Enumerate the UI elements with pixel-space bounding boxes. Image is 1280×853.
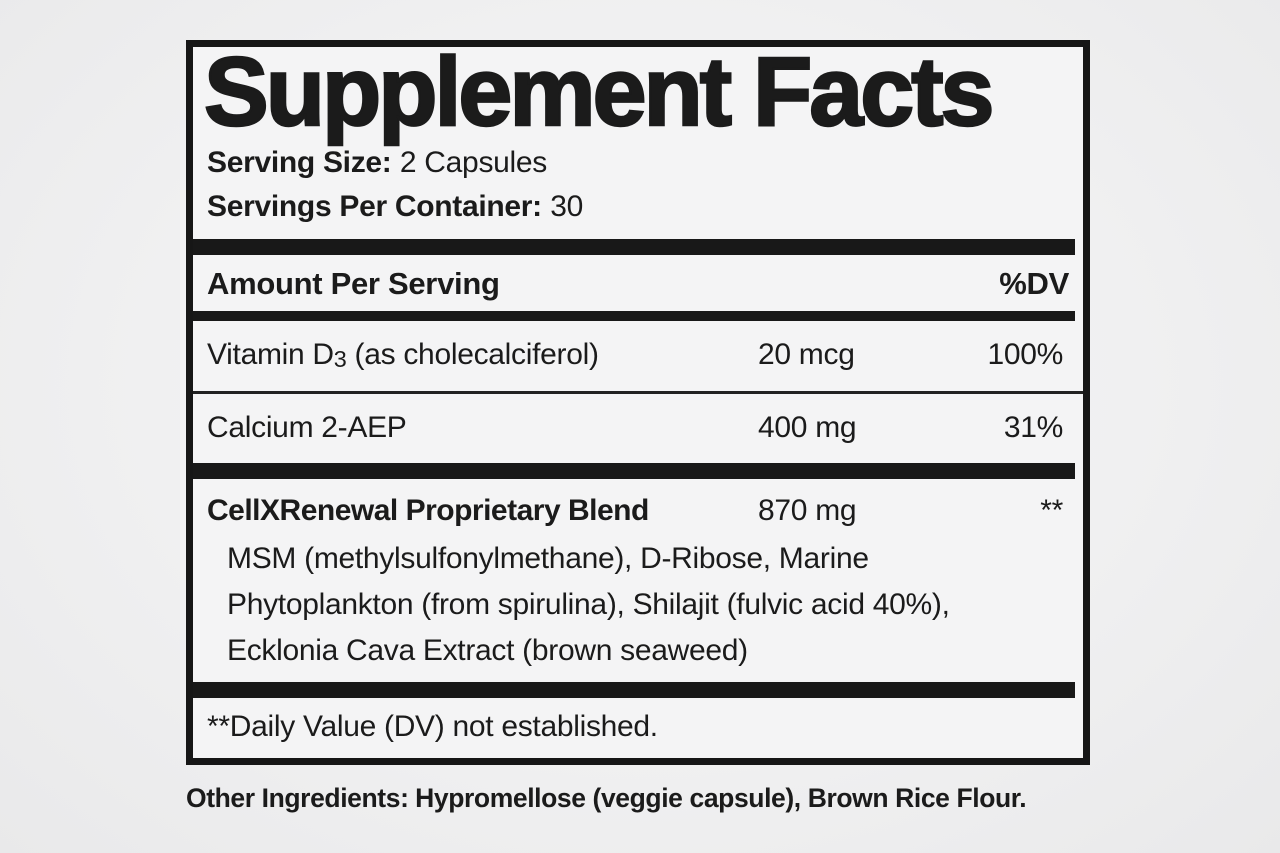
blend-name: CellXRenewal Proprietary Blend [207,494,649,527]
other-ingredients-value: Hypromellose (veggie capsule), Brown Ric… [415,783,1027,813]
blend-amount: 870 mg [758,494,857,527]
nutrient-row-vitamin-d3: Vitamin D3 (as cholecalciferol) 20 mcg 1… [207,321,1069,391]
divider-medium-header [193,311,1075,321]
serving-size-label: Serving Size: [207,146,392,179]
divider-thick-blend [193,463,1075,479]
blend-ingredients: MSM (methylsulfonylmethane), D-Ribose, M… [207,530,1069,682]
column-header-row: Amount Per Serving %DV [207,255,1069,311]
blend-ingredients-line-3: Ecklonia Cava Extract (brown seaweed) [227,634,748,667]
nutrient-name: Vitamin D3 (as cholecalciferol) [207,338,599,372]
blend-dv: ** [1040,494,1063,527]
blend-ingredients-line-2: Phytoplankton (from spirulina), Shilajit… [227,588,950,621]
blend-row: CellXRenewal Proprietary Blend 870 mg ** [207,479,1069,530]
serving-size-line: Serving Size: 2 Capsules [207,141,1069,184]
divider-thick-footnote [193,682,1075,698]
servings-per-container-line: Servings Per Container: 30 [207,184,1069,229]
other-ingredients-line: Other Ingredients: Hypromellose (veggie c… [186,783,1106,813]
divider-thin-row [193,391,1083,394]
amount-per-serving-header: Amount Per Serving [207,266,500,301]
panel-title: Supplement Facts [203,37,996,146]
nutrient-name: Calcium 2-AEP [207,411,407,444]
serving-size-value: 2 Capsules [399,146,547,179]
blend-ingredients-line-1: MSM (methylsulfonylmethane), D-Ribose, M… [227,542,869,575]
subscript-3: 3 [333,345,347,372]
divider-thick-top [193,239,1075,255]
nutrient-dv: 31% [1003,411,1063,444]
nutrient-row-calcium-2aep: Calcium 2-AEP 400 mg 31% [207,394,1069,463]
other-ingredients-label: Other Ingredients: [186,783,409,813]
dv-header: %DV [999,266,1069,301]
supplement-facts-panel: Supplement Facts Serving Size: 2 Capsules… [186,40,1090,765]
nutrient-amount: 400 mg [758,411,857,444]
servings-per-container-value: 30 [550,190,584,223]
nutrient-amount: 20 mcg [758,338,855,371]
servings-per-container-label: Servings Per Container: [207,190,542,223]
nutrient-dv: 100% [987,338,1063,371]
dv-footnote: **Daily Value (DV) not established. [207,710,658,743]
